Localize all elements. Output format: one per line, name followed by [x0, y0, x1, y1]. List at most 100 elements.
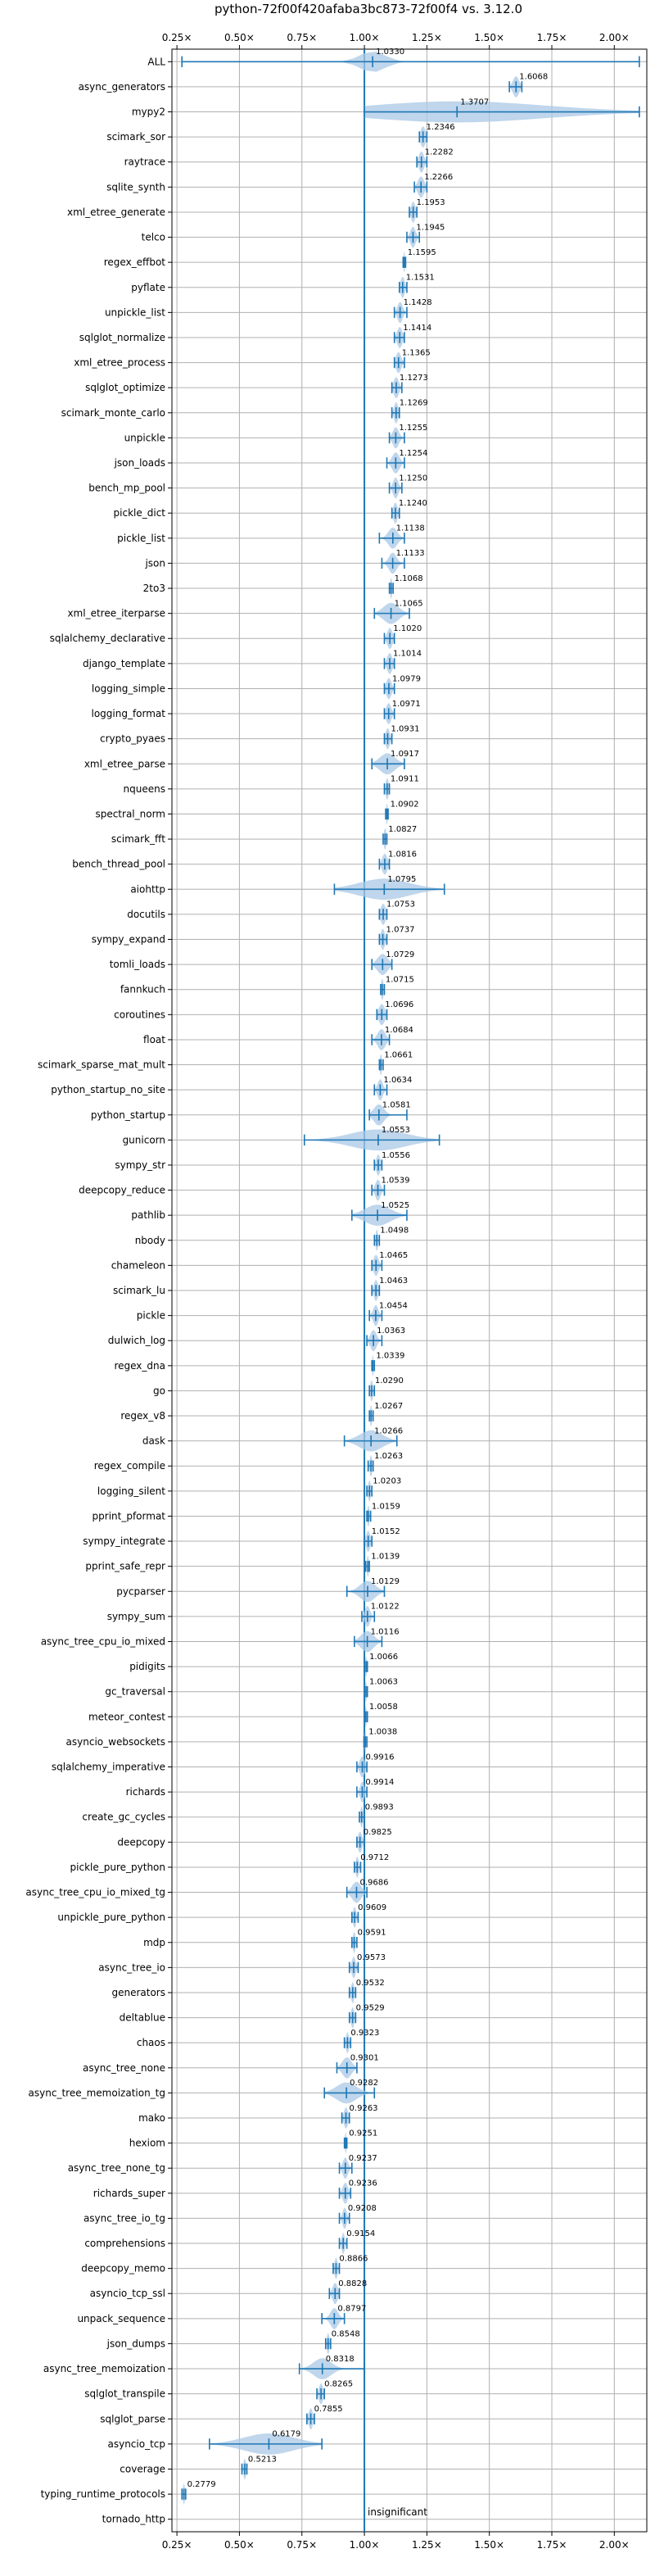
y-tick-label: sympy_sum [107, 1611, 165, 1622]
y-tick-label: async_tree_none_tg [68, 2162, 165, 2174]
y-tick-label: asyncio_tcp [107, 2438, 165, 2450]
y-tick-label: deepcopy_memo [81, 2263, 165, 2274]
value-label: 0.9323 [350, 2029, 379, 2038]
y-tick-label: typing_runtime_protocols [41, 2488, 165, 2500]
y-tick-label: async_generators [79, 81, 165, 93]
value-label: 0.9237 [349, 2154, 377, 2163]
value-label: 0.8318 [326, 2355, 355, 2364]
y-tick-label: coroutines [114, 1009, 165, 1020]
y-tick-label: scimark_sparse_mat_mult [38, 1059, 165, 1071]
value-label: 0.9893 [365, 1803, 394, 1812]
value-label: 1.0263 [374, 1452, 403, 1461]
value-label: 1.0737 [386, 925, 415, 934]
x-tick-label-bottom: 1.00× [350, 2539, 380, 2551]
value-label: 1.0971 [392, 700, 421, 709]
y-tick-label: dulwich_log [108, 1335, 165, 1346]
value-label: 1.0553 [382, 1126, 410, 1135]
value-label: 1.0363 [377, 1327, 405, 1336]
x-tick-label-top: 0.75× [287, 32, 317, 43]
grid-layer [172, 49, 647, 2532]
value-label: 0.8797 [337, 2305, 366, 2314]
value-label: 1.0066 [369, 1653, 398, 1662]
value-label: 1.1133 [396, 549, 425, 558]
value-label: 1.1273 [400, 374, 428, 383]
y-tick-label: pidigits [129, 1661, 165, 1672]
value-label: 0.9914 [365, 1778, 394, 1787]
value-label: 1.0816 [388, 850, 417, 859]
y-tick-label: generators [111, 1987, 165, 1998]
y-tick-label: spectral_norm [95, 808, 165, 819]
value-label: 1.1255 [399, 424, 427, 433]
y-tick-label: sqlalchemy_imperative [52, 1762, 165, 1773]
value-label: 1.3707 [460, 98, 489, 107]
value-label: 1.1365 [402, 348, 431, 357]
value-label: 1.1595 [408, 248, 436, 257]
y-tick-label: xml_etree_iterparse [67, 608, 165, 619]
y-tick-label: async_tree_io_tg [84, 2212, 165, 2224]
y-tick-label: richards [126, 1786, 165, 1798]
y-tick-label: 2to3 [143, 583, 165, 594]
y-tick-label: bench_mp_pool [88, 483, 165, 494]
violin-layer [181, 49, 640, 2532]
y-tick-label: fannkuch [120, 984, 165, 995]
value-label: 1.1953 [417, 198, 445, 207]
chart-title: python-72f00f420afaba3bc873-72f00f4 vs. … [215, 2, 522, 16]
value-label: 1.0122 [371, 1603, 400, 1612]
value-label: 1.0038 [368, 1728, 397, 1737]
y-tick-label: chaos [137, 2037, 165, 2048]
y-tick-label: unpickle_list [105, 306, 165, 318]
y-tick-label: unpickle [124, 432, 165, 443]
value-label: 0.9154 [346, 2229, 375, 2238]
y-tick-label: meteor_contest [88, 1711, 165, 1722]
value-label: 0.9591 [358, 1929, 386, 1938]
y-tick-label: ALL [147, 56, 165, 67]
value-label: 0.9263 [350, 2104, 378, 2113]
value-label: 1.0696 [385, 1000, 413, 1009]
value-label: 1.0979 [392, 674, 421, 683]
y-tick-label: sqlglot_transpile [84, 2388, 165, 2400]
y-tick-label: async_tree_cpu_io_mixed_tg [25, 1887, 165, 1898]
y-tick-label: json [144, 557, 165, 569]
value-label: 1.0465 [379, 1251, 408, 1260]
x-tick-label-bottom: 0.25× [162, 2539, 192, 2551]
value-label: 1.0556 [382, 1151, 410, 1160]
value-label: 1.1138 [396, 524, 425, 533]
y-tick-label: sympy_str [115, 1159, 165, 1171]
y-tick-label: pprint_pformat [93, 1510, 166, 1522]
y-tick-label: pickle_pure_python [70, 1862, 165, 1873]
value-label: 0.9251 [349, 2129, 377, 2138]
y-tick-label: scimark_sor [106, 131, 165, 143]
y-tick-label: pycparser [116, 1585, 165, 1597]
y-tick-label: crypto_pyaes [100, 733, 165, 745]
value-label: 1.0116 [371, 1627, 400, 1636]
x-tick-label-top: 1.75× [537, 32, 567, 43]
value-label: 1.0827 [388, 825, 417, 834]
y-tick-label: bench_thread_pool [72, 859, 165, 870]
value-label: 1.0266 [374, 1426, 403, 1435]
value-label: 0.9236 [349, 2179, 377, 2188]
value-label: 1.0267 [374, 1402, 403, 1411]
y-tick-label: regex_dna [114, 1360, 165, 1372]
value-label: 0.8548 [332, 2329, 360, 2338]
value-label: 1.0753 [386, 900, 415, 909]
y-tick-label: comprehensions [84, 2238, 165, 2249]
x-tick-label-bottom: 1.25× [412, 2539, 442, 2551]
value-label: 1.0917 [391, 750, 419, 759]
value-label: 1.6068 [519, 73, 548, 82]
y-tick-label: tomli_loads [110, 959, 165, 970]
value-label: 1.1531 [406, 274, 435, 283]
value-label: 1.0058 [369, 1703, 398, 1712]
y-tick-label: sympy_integrate [83, 1535, 165, 1547]
y-tick-label: gunicorn [123, 1134, 165, 1145]
value-label: 0.9712 [360, 1853, 389, 1862]
x-tick-label-bottom: 1.50× [474, 2539, 504, 2551]
value-label: 1.0902 [391, 800, 419, 809]
y-tick-label: pickle_list [117, 533, 165, 544]
value-label: 0.9301 [350, 2054, 379, 2063]
value-label: 0.9573 [357, 1953, 386, 1962]
value-label: 1.1014 [393, 650, 422, 659]
x-tick-label-top: 2.00× [599, 32, 630, 43]
y-tick-label: scimark_monte_carlo [61, 407, 165, 419]
value-label: 1.0539 [382, 1176, 410, 1185]
